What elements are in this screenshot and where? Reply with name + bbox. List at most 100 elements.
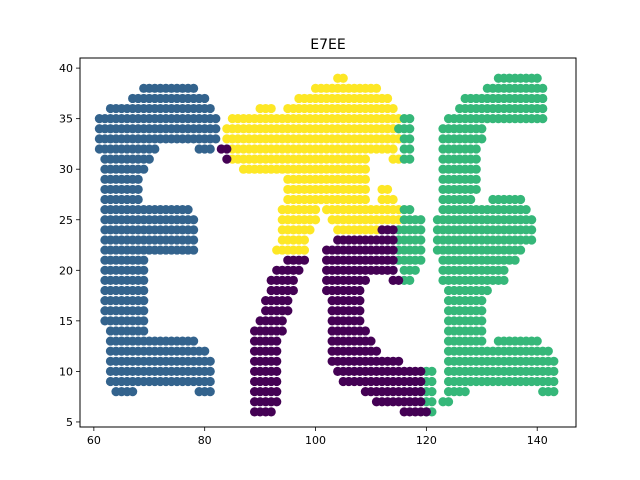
y-tick-label: 20 xyxy=(59,264,73,277)
data-point xyxy=(482,285,492,296)
data-point xyxy=(499,275,509,286)
data-point xyxy=(371,346,382,356)
data-point xyxy=(405,144,415,154)
data-point xyxy=(266,407,276,417)
data-point xyxy=(139,326,149,336)
data-point xyxy=(427,387,437,397)
data-point xyxy=(310,215,321,225)
x-tick-label: 100 xyxy=(305,434,326,447)
data-point xyxy=(355,285,365,296)
data-point xyxy=(543,346,553,356)
data-point xyxy=(382,93,393,104)
data-point xyxy=(427,397,437,407)
y-tick-label: 35 xyxy=(59,113,73,126)
data-point xyxy=(150,144,160,154)
data-point xyxy=(405,134,415,144)
data-point xyxy=(305,225,315,235)
data-point xyxy=(371,83,382,93)
data-point xyxy=(205,356,215,366)
data-point xyxy=(538,83,548,93)
data-point xyxy=(510,255,520,265)
data-point xyxy=(189,83,199,93)
data-point xyxy=(477,134,487,144)
data-point xyxy=(527,225,537,235)
data-point xyxy=(189,215,199,225)
data-point xyxy=(549,387,559,397)
data-point xyxy=(355,296,365,306)
data-point xyxy=(189,235,199,245)
y-axis-ticks: 5 10 15 20 25 30 35 40 xyxy=(59,62,80,429)
data-point xyxy=(405,124,415,134)
data-point xyxy=(222,144,232,154)
data-point xyxy=(388,225,398,235)
data-point xyxy=(283,296,293,306)
data-point xyxy=(388,144,398,154)
data-point xyxy=(128,387,138,397)
data-point xyxy=(532,73,542,83)
y-tick-label: 5 xyxy=(66,416,73,429)
data-point xyxy=(388,245,398,255)
data-point xyxy=(211,134,221,144)
data-point xyxy=(283,306,293,316)
data-point xyxy=(405,154,415,164)
data-point xyxy=(266,103,276,114)
data-point xyxy=(360,184,371,195)
data-point xyxy=(549,376,559,387)
data-point xyxy=(416,245,426,255)
data-point xyxy=(133,184,143,195)
data-point xyxy=(532,336,542,346)
data-point xyxy=(360,174,371,184)
data-point xyxy=(205,144,215,154)
data-point xyxy=(277,326,287,336)
data-point xyxy=(205,103,215,114)
data-point xyxy=(338,73,348,83)
data-point xyxy=(416,225,426,235)
data-point xyxy=(272,387,282,397)
data-point xyxy=(139,275,149,286)
data-point xyxy=(272,366,282,376)
data-points xyxy=(94,73,559,417)
data-point xyxy=(205,366,215,376)
plot-frame xyxy=(79,57,577,428)
data-point xyxy=(388,235,398,245)
data-point xyxy=(471,184,481,195)
y-tick-label: 10 xyxy=(59,365,73,378)
data-point xyxy=(189,245,199,255)
x-axis-ticks: 60 80 100 120 140 xyxy=(87,427,548,447)
data-point xyxy=(477,316,487,326)
data-point xyxy=(471,154,481,164)
data-point xyxy=(205,387,215,397)
data-point xyxy=(366,336,376,346)
data-point xyxy=(294,265,304,275)
data-point xyxy=(421,407,431,417)
data-point xyxy=(288,285,298,296)
data-point xyxy=(460,387,470,397)
data-point xyxy=(222,154,232,164)
data-point xyxy=(310,205,321,215)
data-point xyxy=(427,376,437,387)
data-point xyxy=(416,255,426,265)
data-point xyxy=(200,93,210,104)
data-point xyxy=(388,265,398,275)
data-point xyxy=(272,336,282,346)
data-point xyxy=(360,154,371,164)
data-point xyxy=(416,235,426,245)
data-point xyxy=(360,326,371,336)
data-point xyxy=(477,296,487,306)
data-point xyxy=(388,103,398,114)
data-point xyxy=(299,255,310,265)
data-point xyxy=(299,245,310,255)
y-tick-label: 15 xyxy=(59,315,73,328)
data-point xyxy=(144,154,154,164)
x-tick-label: 80 xyxy=(198,434,212,447)
data-point xyxy=(211,124,221,134)
x-tick-label: 60 xyxy=(87,434,101,447)
data-point xyxy=(416,215,426,225)
data-point xyxy=(538,93,548,104)
data-point xyxy=(477,326,487,336)
data-point xyxy=(139,164,149,174)
data-point xyxy=(139,285,149,296)
data-point xyxy=(133,174,143,184)
data-point xyxy=(388,194,398,205)
x-tick-label: 140 xyxy=(527,434,548,447)
